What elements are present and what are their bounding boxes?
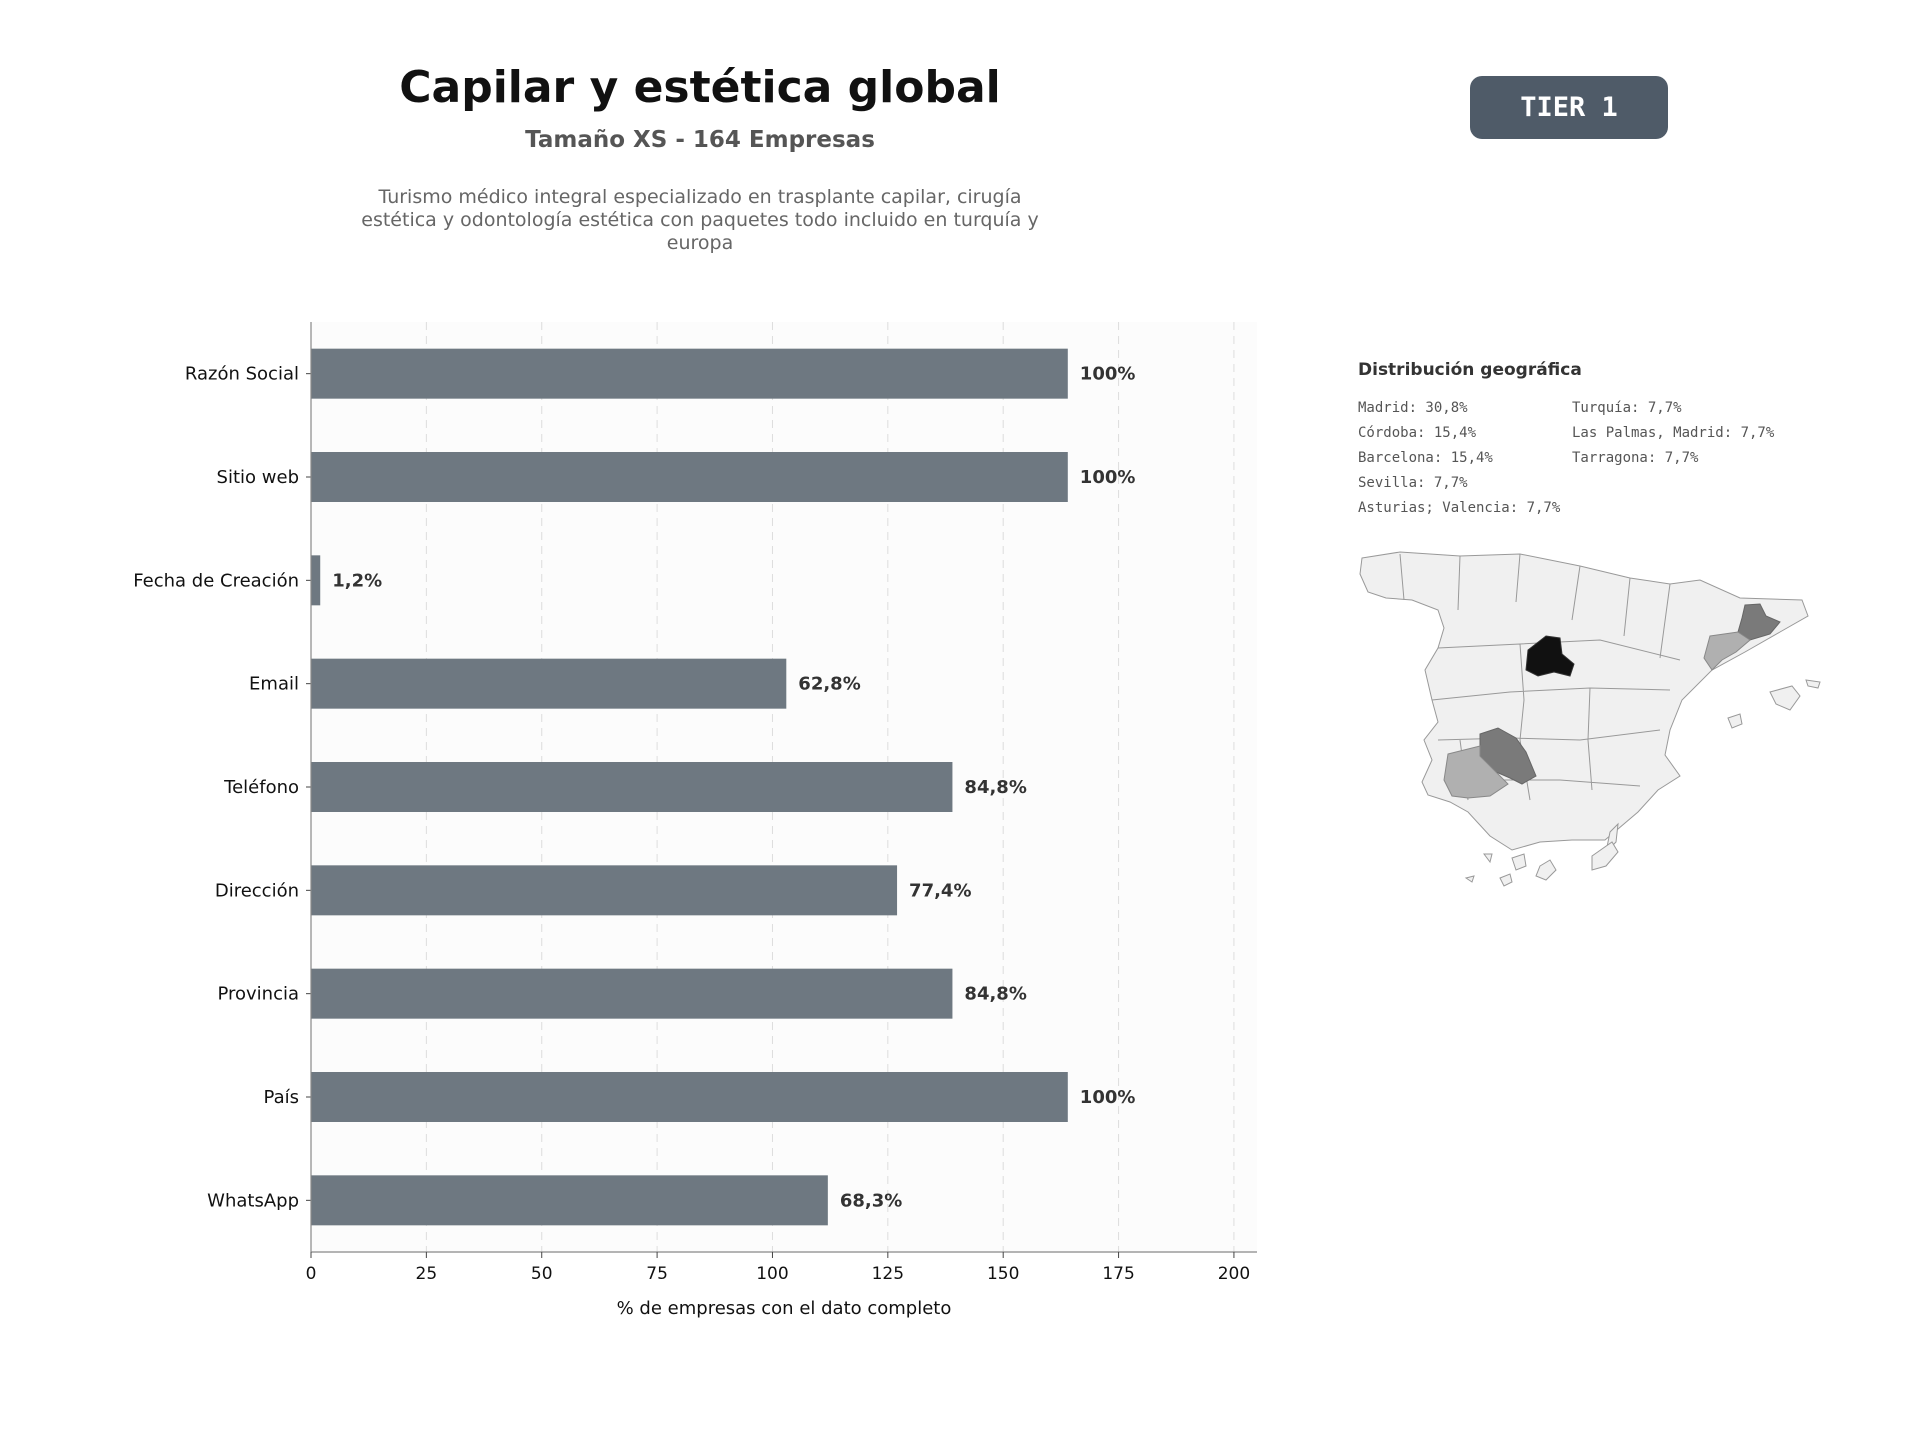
page-subtitle: Tamaño XS - 164 Empresas — [525, 127, 875, 153]
data-label: 84,8% — [964, 984, 1026, 1005]
geo-item: Barcelona: 15,4% — [1358, 450, 1493, 466]
x-tick-label: 25 — [416, 1264, 438, 1284]
x-tick-label: 75 — [646, 1264, 668, 1284]
bar — [311, 762, 953, 812]
data-label: 1,2% — [332, 570, 382, 591]
geo-item — [1572, 500, 1832, 516]
y-tick-label: Provincia — [217, 984, 299, 1005]
data-label: 62,8% — [798, 674, 860, 695]
bar — [311, 968, 953, 1019]
bar — [311, 555, 321, 606]
page-description: Turismo médico integral especializado en… — [361, 186, 1039, 254]
geo-item: Sevilla: 7,7% — [1358, 475, 1468, 491]
page-title: Capilar y estética global — [399, 62, 1001, 113]
spain-map — [1359, 551, 1821, 887]
canary-islands — [1464, 822, 1619, 887]
x-tick-label: 50 — [531, 1264, 553, 1284]
bar — [311, 1175, 828, 1226]
bar — [311, 1072, 1068, 1122]
geo-item: Tarragona: 7,7% — [1572, 450, 1699, 466]
y-tick-label: Sitio web — [217, 467, 299, 488]
x-tick-label: 0 — [306, 1264, 317, 1284]
x-tick-label: 175 — [1102, 1264, 1134, 1284]
bar — [311, 452, 1068, 502]
geo-item: Córdoba: 15,4% — [1358, 425, 1477, 441]
geo-item: Asturias; Valencia: 7,7% — [1358, 500, 1561, 516]
bar — [311, 865, 898, 916]
geo-legend: Madrid: 30,8% Turquía: 7,7% Córdoba: 15,… — [1358, 400, 1858, 516]
geo-item: Madrid: 30,8% — [1358, 400, 1468, 416]
data-label: 68,3% — [840, 1190, 902, 1211]
y-tick-label: WhatsApp — [207, 1190, 299, 1211]
geo-item: Turquía: 7,7% — [1572, 400, 1682, 416]
mainland-spain — [1359, 551, 1809, 851]
y-tick-label: Dirección — [215, 880, 299, 901]
x-tick-label: 125 — [872, 1264, 904, 1284]
bar — [311, 658, 787, 709]
y-tick-label: Fecha de Creación — [133, 570, 299, 591]
geo-title: Distribución geográfica — [1358, 360, 1582, 380]
y-tick-label: Teléfono — [223, 777, 299, 798]
region-tarragona — [1703, 631, 1751, 671]
geo-item — [1572, 475, 1832, 491]
data-label: 100% — [1080, 364, 1136, 385]
x-axis-label: % de empresas con el dato completo — [617, 1298, 952, 1319]
y-tick-label: País — [264, 1087, 299, 1108]
region-madrid — [1525, 635, 1575, 677]
balearic-islands — [1727, 679, 1821, 729]
data-label: 100% — [1080, 467, 1136, 488]
x-tick-label: 100 — [756, 1264, 788, 1284]
y-tick-label: Email — [249, 674, 299, 695]
tier-badge: TIER 1 — [1470, 76, 1668, 139]
x-tick-label: 200 — [1218, 1264, 1250, 1284]
data-label: 100% — [1080, 1087, 1136, 1108]
geo-item: Las Palmas, Madrid: 7,7% — [1572, 425, 1775, 441]
data-label: 84,8% — [964, 777, 1026, 798]
bar — [311, 348, 1068, 399]
data-label: 77,4% — [909, 880, 971, 901]
geo-distribution-panel: Distribución geográfica Madrid: 30,8% Tu… — [1358, 360, 1858, 516]
bar-chart: Razón Social 100% Sitio web 100% Fecha de Cr… — [133, 322, 1257, 1319]
region-sevilla — [1443, 745, 1509, 799]
x-tick-label: 150 — [987, 1264, 1019, 1284]
y-tick-label: Razón Social — [185, 364, 299, 385]
region-barcelona — [1737, 603, 1781, 641]
